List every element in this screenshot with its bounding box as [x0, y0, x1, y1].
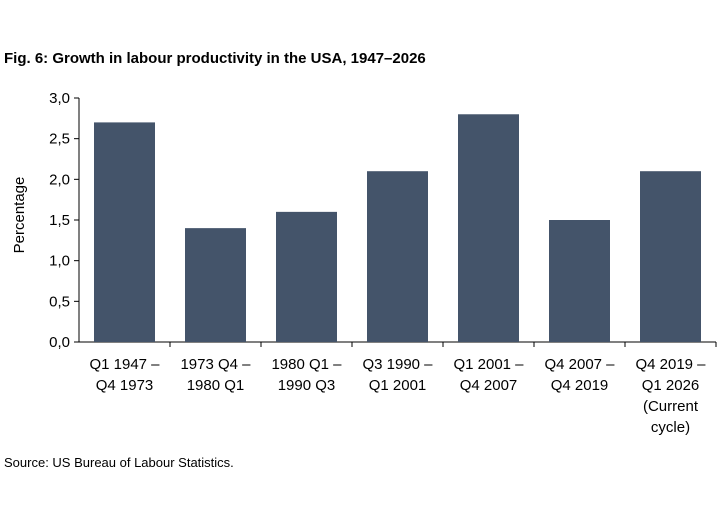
x-axis [79, 341, 717, 347]
y-axis-label: Percentage [11, 177, 28, 254]
y-tick-label: 3,0 [49, 90, 70, 107]
y-tick-label: 2,5 [49, 131, 70, 148]
bar [640, 171, 701, 342]
chart-title: Fig. 6: Growth in labour productivity in… [4, 50, 426, 67]
bar [367, 171, 428, 342]
bar [458, 114, 519, 343]
y-axis: 0,0 0,5 1,0 1,5 2,0 2,5 3,0 [49, 90, 80, 351]
bars-group [94, 114, 701, 343]
category-label: Q1 1947 – Q4 1973 [89, 356, 160, 394]
category-label: Q4 2019 – Q1 2026 (Current cycle) [635, 356, 706, 436]
y-tick-label: 2,0 [49, 171, 70, 188]
category-label: 1973 Q4 –1980 Q1 [180, 356, 251, 394]
y-tick-label: 1,5 [49, 212, 70, 229]
y-tick-label: 0,0 [49, 334, 70, 351]
y-tick-label: 0,5 [49, 293, 70, 310]
source-note: Source: US Bureau of Labour Statistics. [4, 455, 234, 470]
y-tick-label: 1,0 [49, 253, 70, 270]
category-label: Q4 2007 – Q4 2019 [544, 356, 615, 394]
bar [276, 211, 337, 342]
category-label: Q3 1990 – Q1 2001 [362, 356, 433, 394]
bar [185, 228, 246, 342]
bar [94, 122, 155, 343]
category-label: 1980 Q1 –1990 Q3 [271, 356, 342, 394]
category-labels: Q1 1947 – Q4 1973 1973 Q4 –1980 Q1 1980 Q1 … [89, 356, 706, 436]
bar [549, 220, 610, 342]
category-label: Q1 2001 – Q4 2007 [453, 356, 524, 394]
